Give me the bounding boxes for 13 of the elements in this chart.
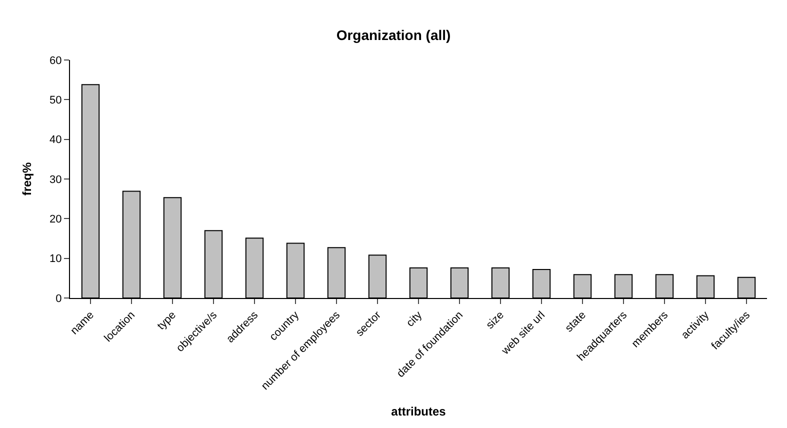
y-tick-label: 50 — [50, 94, 62, 107]
y-tick-label: 0 — [56, 292, 62, 305]
chart-title: Organization (all) — [336, 26, 451, 43]
x-tick-label: type — [155, 309, 179, 332]
y-tick-label: 20 — [50, 214, 62, 226]
y-tick-label: 30 — [50, 174, 62, 186]
x-tick-label: size — [484, 309, 507, 332]
y-tick-label: 40 — [50, 134, 62, 146]
x-tick-label: city — [404, 308, 425, 330]
x-axis-title: attributes — [391, 404, 446, 418]
y-axis-title: freq% — [20, 162, 34, 196]
y-tick-label: 10 — [50, 253, 62, 266]
y-tick-label: 60 — [50, 54, 62, 67]
